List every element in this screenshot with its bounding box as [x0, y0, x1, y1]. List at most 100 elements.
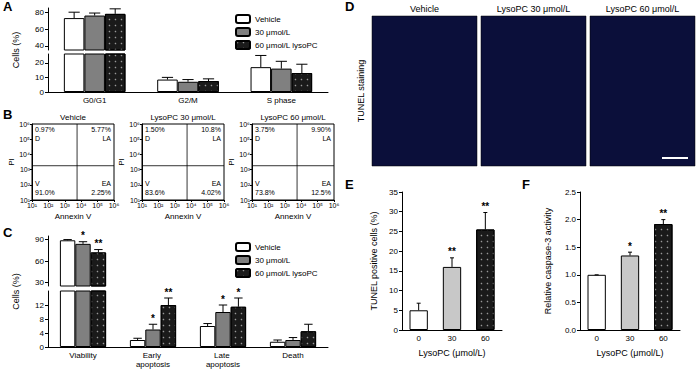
svg-text:Early: Early — [143, 351, 163, 360]
svg-text:30: 30 — [35, 278, 44, 287]
svg-text:10²: 10² — [263, 202, 274, 209]
svg-text:V: V — [35, 180, 40, 187]
svg-text:1.5: 1.5 — [565, 243, 577, 252]
svg-text:**: ** — [95, 238, 103, 249]
svg-text:9.90%: 9.90% — [311, 126, 331, 133]
svg-text:10: 10 — [389, 286, 398, 295]
svg-text:Annexin V: Annexin V — [275, 212, 312, 221]
svg-text:10³: 10³ — [130, 166, 141, 173]
svg-text:0: 0 — [416, 334, 421, 343]
svg-text:Annexin V: Annexin V — [165, 212, 202, 221]
svg-text:Late: Late — [214, 351, 232, 360]
svg-text:4.02%: 4.02% — [201, 189, 221, 196]
svg-text:*: * — [151, 313, 155, 324]
svg-text:20: 20 — [35, 58, 44, 67]
svg-text:10.8%: 10.8% — [201, 126, 221, 133]
svg-text:D: D — [345, 0, 354, 14]
svg-text:25: 25 — [389, 227, 398, 236]
svg-text:10²: 10² — [43, 202, 54, 209]
svg-text:5.77%: 5.77% — [91, 126, 111, 133]
svg-text:12.5%: 12.5% — [311, 189, 331, 196]
svg-text:10²: 10² — [20, 181, 31, 188]
svg-text:F: F — [522, 177, 530, 192]
svg-text:LysoPC (μmol/L): LysoPC (μmol/L) — [597, 348, 664, 358]
svg-text:Vehicle: Vehicle — [410, 4, 439, 14]
svg-text:0.0: 0.0 — [565, 326, 577, 335]
svg-text:D: D — [145, 135, 150, 142]
svg-text:10⁵: 10⁵ — [239, 136, 250, 143]
svg-text:D: D — [35, 135, 40, 142]
svg-text:**: ** — [481, 201, 489, 212]
svg-text:20: 20 — [389, 247, 398, 256]
svg-text:10⁵: 10⁵ — [312, 202, 323, 209]
svg-text:60: 60 — [659, 334, 668, 343]
svg-text:10⁴: 10⁴ — [296, 202, 307, 209]
svg-text:30: 30 — [389, 207, 398, 216]
svg-text:40: 40 — [35, 41, 44, 50]
svg-text:S phase: S phase — [267, 96, 297, 105]
svg-text:*: * — [221, 294, 225, 305]
svg-text:83.6%: 83.6% — [145, 189, 165, 196]
svg-text:0.97%: 0.97% — [35, 126, 55, 133]
svg-text:30 μmol/L: 30 μmol/L — [255, 28, 291, 37]
svg-text:35: 35 — [389, 188, 398, 197]
svg-text:10⁶: 10⁶ — [19, 121, 30, 128]
svg-text:10³: 10³ — [170, 202, 181, 209]
svg-text:60: 60 — [35, 25, 44, 34]
svg-text:TUNEL staining: TUNEL staining — [356, 60, 366, 123]
svg-text:*: * — [81, 230, 85, 241]
svg-text:LysoPC 60 μmol/L: LysoPC 60 μmol/L — [260, 113, 326, 122]
svg-text:12: 12 — [35, 301, 44, 310]
svg-text:10³: 10³ — [60, 202, 71, 209]
svg-text:LA: LA — [322, 135, 331, 142]
svg-text:60: 60 — [481, 334, 490, 343]
svg-text:8: 8 — [40, 315, 45, 324]
svg-text:EA: EA — [322, 180, 332, 187]
svg-text:30 μmol/L: 30 μmol/L — [255, 256, 291, 265]
svg-text:PI: PI — [7, 158, 16, 166]
svg-text:5: 5 — [394, 306, 399, 315]
svg-text:LysoPC (μmol/L): LysoPC (μmol/L) — [419, 348, 486, 358]
svg-text:**: ** — [165, 287, 173, 298]
svg-text:10¹: 10¹ — [137, 202, 148, 209]
svg-text:10³: 10³ — [280, 202, 291, 209]
svg-text:10⁶: 10⁶ — [219, 202, 230, 209]
svg-text:91.0%: 91.0% — [35, 189, 55, 196]
svg-text:E: E — [345, 177, 354, 192]
svg-text:*: * — [236, 287, 240, 298]
svg-text:10²: 10² — [130, 181, 141, 188]
svg-text:10⁵: 10⁵ — [92, 202, 103, 209]
svg-text:0: 0 — [40, 343, 45, 352]
svg-text:10⁴: 10⁴ — [76, 202, 87, 209]
svg-text:10¹: 10¹ — [27, 202, 38, 209]
svg-text:15: 15 — [389, 266, 398, 275]
svg-text:**: ** — [448, 246, 456, 257]
svg-text:10⁴: 10⁴ — [129, 151, 140, 158]
svg-text:PI: PI — [117, 158, 126, 166]
svg-text:V: V — [145, 180, 150, 187]
svg-text:2.25%: 2.25% — [91, 189, 111, 196]
svg-text:10⁶: 10⁶ — [329, 202, 340, 209]
svg-text:10²: 10² — [153, 202, 164, 209]
svg-text:EA: EA — [102, 180, 112, 187]
svg-text:TUNEL positive cells (%): TUNEL positive cells (%) — [369, 211, 379, 310]
svg-text:4: 4 — [40, 329, 45, 338]
svg-text:G2/M: G2/M — [178, 96, 198, 105]
svg-text:0: 0 — [594, 334, 599, 343]
svg-text:10⁵: 10⁵ — [19, 136, 30, 143]
svg-text:10⁴: 10⁴ — [239, 151, 250, 158]
svg-text:LysoPC 60 μmol/L: LysoPC 60 μmol/L — [606, 4, 679, 14]
svg-text:V: V — [255, 180, 260, 187]
svg-text:10: 10 — [35, 73, 44, 82]
svg-text:30: 30 — [448, 334, 457, 343]
svg-text:Cells (%): Cells (%) — [11, 273, 21, 310]
svg-text:2.0: 2.0 — [565, 215, 577, 224]
svg-text:apoptosis: apoptosis — [206, 360, 240, 369]
svg-text:10⁵: 10⁵ — [129, 136, 140, 143]
svg-text:Cells (%): Cells (%) — [11, 32, 21, 69]
svg-text:A: A — [3, 0, 13, 14]
svg-text:EA: EA — [212, 180, 222, 187]
svg-text:2.5: 2.5 — [565, 188, 577, 197]
svg-text:PI: PI — [227, 158, 236, 166]
svg-text:LysoPC 30 μmol/L: LysoPC 30 μmol/L — [497, 4, 570, 14]
